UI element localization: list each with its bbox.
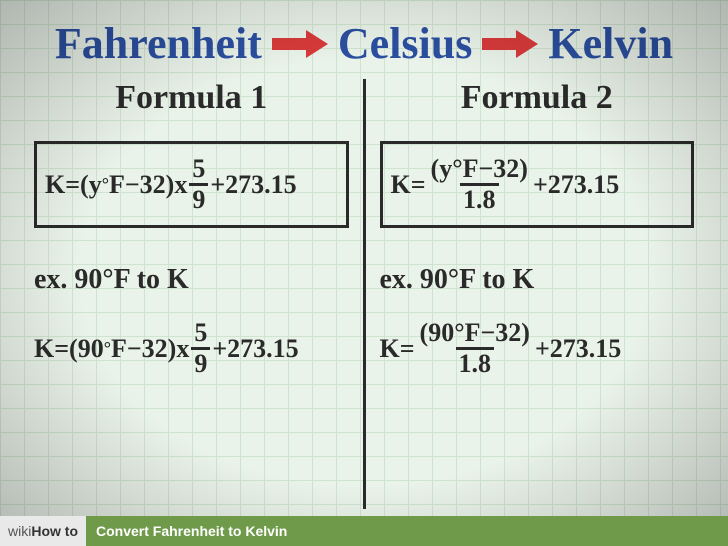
fraction: (y°F−32) 1.8	[428, 156, 531, 213]
formula-1-box: K=(y°F−32)x 5 9 +273.15	[34, 141, 349, 228]
title-celsius: Celsius	[338, 18, 472, 69]
footer-title: Convert Fahrenheit to Kelvin	[86, 516, 728, 546]
formula-2-header: Formula 2	[380, 79, 695, 117]
formula-1-header: Formula 1	[34, 79, 349, 117]
formula-2-example-equation: K= (90°F−32) 1.8 +273.15	[380, 320, 695, 377]
fraction-numerator: (y°F−32)	[428, 156, 531, 183]
fraction-denominator: 1.8	[460, 183, 499, 213]
eq-part: K=(90	[34, 336, 104, 362]
fraction: 5 9	[191, 320, 210, 377]
degree-symbol: °	[104, 339, 111, 357]
title-kelvin: Kelvin	[548, 18, 673, 69]
brand-prefix: wiki	[8, 523, 31, 539]
eq-part: K=	[391, 172, 426, 198]
eq-part: +273.15	[212, 336, 298, 362]
eq-part: K=(y	[45, 172, 102, 198]
fraction-numerator: 5	[189, 156, 208, 183]
degree-symbol: °	[102, 175, 109, 193]
footer-bar: wikiHow to Convert Fahrenheit to Kelvin	[0, 516, 728, 546]
formula-2-example-label: ex. 90°F to K	[380, 264, 695, 296]
formula-2-box: K= (y°F−32) 1.8 +273.15	[380, 141, 695, 228]
arrow-icon	[272, 33, 328, 55]
formula-1-example-equation: K=(90°F−32)x 5 9 +273.15	[34, 320, 349, 377]
formula-1-example-label: ex. 90°F to K	[34, 264, 349, 296]
diagram-content: Fahrenheit Celsius Kelvin Formula 1 K=(y…	[0, 0, 728, 546]
footer-brand: wikiHow to	[0, 516, 86, 546]
brand-suffix: How to	[31, 523, 78, 539]
title-row: Fahrenheit Celsius Kelvin	[24, 18, 704, 69]
column-divider	[363, 79, 366, 509]
eq-part: K=	[380, 336, 415, 362]
fraction-numerator: 5	[191, 320, 210, 347]
arrow-icon	[482, 33, 538, 55]
formula-2-equation: K= (y°F−32) 1.8 +273.15	[391, 156, 684, 213]
fraction-numerator: (90°F−32)	[417, 320, 533, 347]
column-formula-1: Formula 1 K=(y°F−32)x 5 9 +273.15 ex. 90…	[24, 79, 359, 509]
eq-part: F−32)x	[109, 172, 187, 198]
eq-part: F−32)x	[111, 336, 189, 362]
column-formula-2: Formula 2 K= (y°F−32) 1.8 +273.15 ex. 90…	[370, 79, 705, 509]
fraction-denominator: 9	[189, 183, 208, 213]
eq-part: +273.15	[533, 172, 619, 198]
fraction: 5 9	[189, 156, 208, 213]
eq-part: +273.15	[535, 336, 621, 362]
eq-part: +273.15	[210, 172, 296, 198]
formula-1-equation: K=(y°F−32)x 5 9 +273.15	[45, 156, 338, 213]
columns: Formula 1 K=(y°F−32)x 5 9 +273.15 ex. 90…	[24, 79, 704, 509]
fraction: (90°F−32) 1.8	[417, 320, 533, 377]
fraction-denominator: 9	[191, 347, 210, 377]
title-fahrenheit: Fahrenheit	[55, 18, 262, 69]
fraction-denominator: 1.8	[456, 347, 495, 377]
